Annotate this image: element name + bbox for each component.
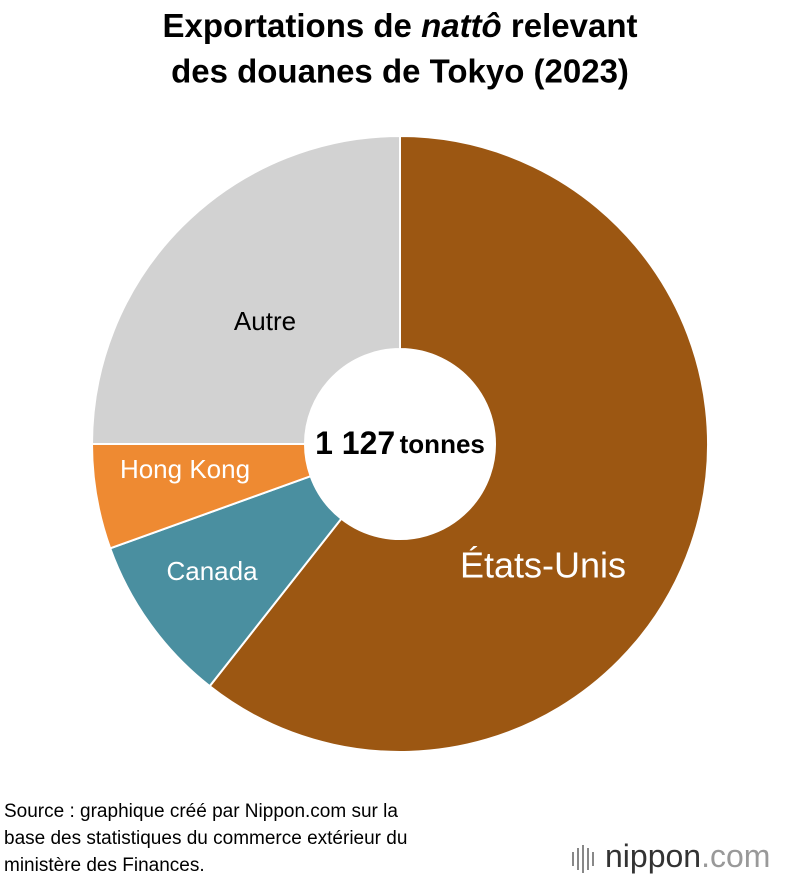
total-value: 1 127: [315, 425, 395, 461]
total-unit: tonnes: [400, 429, 485, 459]
logo-part: .com: [701, 838, 770, 874]
slice: [90, 134, 401, 445]
source: base des statistiques du commerce extéri…: [4, 828, 407, 849]
slice-label: Hong Kong: [120, 454, 250, 484]
source: Source : graphique créé par Nippon.com s…: [4, 801, 398, 822]
logo-icon: [572, 845, 594, 873]
slice: [208, 134, 709, 753]
logo: nippon.com: [605, 838, 770, 874]
title-part: nattô: [421, 7, 502, 44]
chart-title: des douanes de Tokyo (2023): [171, 53, 629, 90]
slice-label: Autre: [234, 306, 296, 336]
title-part: Exportations de: [163, 7, 412, 44]
chart-title: Exportations de nattô relevant: [163, 7, 638, 44]
title-part: relevant: [511, 7, 638, 44]
total-label: 1 127 tonnes: [315, 425, 485, 461]
logo-part: nippon: [605, 838, 701, 874]
source: ministère des Finances.: [4, 855, 205, 876]
slice-label: Canada: [166, 556, 258, 586]
slice-label: États-Unis: [460, 545, 626, 586]
donut: États-Unis Canada Hong Kong Autre: [90, 134, 709, 753]
slice: [108, 474, 343, 688]
